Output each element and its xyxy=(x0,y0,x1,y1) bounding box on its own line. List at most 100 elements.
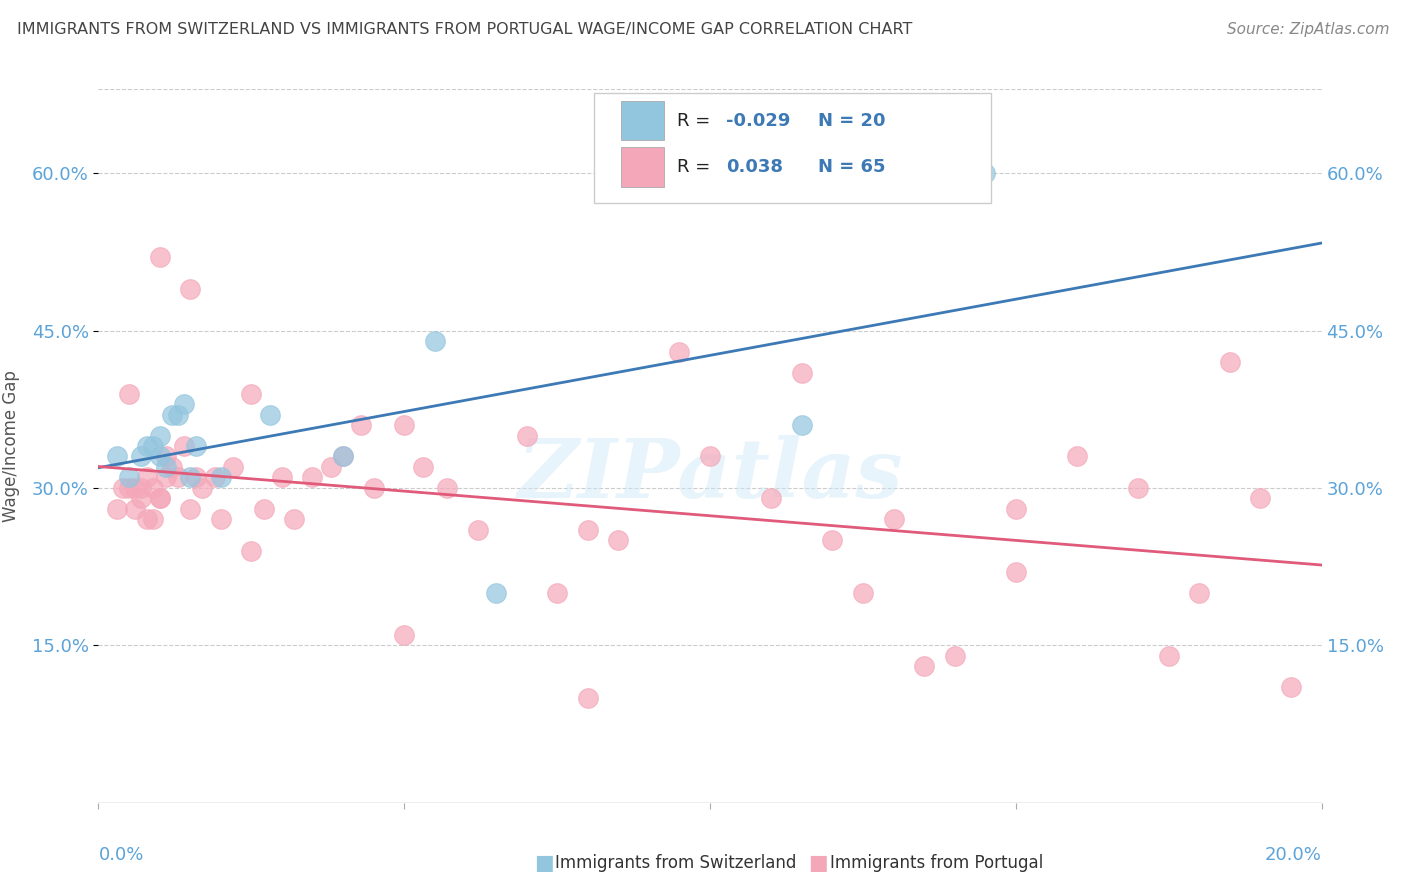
Point xyxy=(1004,565,1026,579)
Point xyxy=(118,481,141,495)
Point xyxy=(1219,355,1241,369)
Point xyxy=(668,344,690,359)
Point xyxy=(105,502,128,516)
Point xyxy=(124,502,146,516)
Point xyxy=(209,512,232,526)
Point xyxy=(1066,450,1088,464)
Bar xyxy=(620,101,664,140)
Point xyxy=(761,491,783,506)
Point xyxy=(129,450,152,464)
Text: R =: R = xyxy=(678,112,716,129)
FancyBboxPatch shape xyxy=(593,93,991,203)
Point xyxy=(204,470,226,484)
Point xyxy=(943,648,966,663)
Point xyxy=(392,628,416,642)
Point xyxy=(142,481,165,495)
Point xyxy=(179,282,201,296)
Point xyxy=(149,450,172,464)
Point xyxy=(179,502,201,516)
Point xyxy=(607,533,630,548)
Point xyxy=(136,439,159,453)
Point xyxy=(191,481,214,495)
Point xyxy=(209,470,232,484)
Point xyxy=(155,460,177,475)
Point xyxy=(423,334,446,348)
Point xyxy=(136,512,159,526)
Point xyxy=(129,491,152,506)
Point xyxy=(1128,481,1150,495)
Point xyxy=(852,586,875,600)
Point xyxy=(576,523,599,537)
Text: ZIPatlas: ZIPatlas xyxy=(517,434,903,515)
Point xyxy=(1279,681,1302,695)
Point xyxy=(350,417,373,432)
Point xyxy=(186,470,208,484)
Point xyxy=(111,481,134,495)
Point xyxy=(392,417,416,432)
Point xyxy=(155,470,177,484)
Point xyxy=(319,460,342,475)
Text: ■: ■ xyxy=(534,854,554,873)
Y-axis label: Wage/Income Gap: Wage/Income Gap xyxy=(3,370,21,522)
Text: 0.0%: 0.0% xyxy=(98,846,143,863)
Point xyxy=(1157,648,1180,663)
Point xyxy=(142,512,165,526)
Point xyxy=(149,250,172,264)
Text: ■: ■ xyxy=(808,854,828,873)
Point xyxy=(259,408,281,422)
Point xyxy=(270,470,294,484)
Point xyxy=(149,491,172,506)
Point xyxy=(912,659,935,673)
Point xyxy=(436,481,458,495)
Point xyxy=(576,690,599,705)
Point xyxy=(167,470,190,484)
Text: R =: R = xyxy=(678,158,721,176)
Point xyxy=(149,428,172,442)
Point xyxy=(124,481,146,495)
Bar xyxy=(620,147,664,186)
Text: Source: ZipAtlas.com: Source: ZipAtlas.com xyxy=(1226,22,1389,37)
Point xyxy=(160,460,183,475)
Text: 20.0%: 20.0% xyxy=(1265,846,1322,863)
Point xyxy=(516,428,538,442)
Text: N = 65: N = 65 xyxy=(818,158,886,176)
Point xyxy=(186,439,208,453)
Point xyxy=(155,450,177,464)
Point xyxy=(173,397,195,411)
Point xyxy=(142,439,165,453)
Point xyxy=(283,512,305,526)
Point xyxy=(1004,502,1026,516)
Text: IMMIGRANTS FROM SWITZERLAND VS IMMIGRANTS FROM PORTUGAL WAGE/INCOME GAP CORRELAT: IMMIGRANTS FROM SWITZERLAND VS IMMIGRANT… xyxy=(17,22,912,37)
Point xyxy=(821,533,844,548)
Point xyxy=(332,450,354,464)
Text: Immigrants from Portugal: Immigrants from Portugal xyxy=(830,855,1043,872)
Point xyxy=(105,450,128,464)
Point xyxy=(149,491,172,506)
Point xyxy=(699,450,721,464)
Point xyxy=(222,460,245,475)
Text: 0.038: 0.038 xyxy=(725,158,783,176)
Text: Immigrants from Switzerland: Immigrants from Switzerland xyxy=(555,855,797,872)
Point xyxy=(129,481,152,495)
Point xyxy=(790,417,813,432)
Point xyxy=(467,523,489,537)
Point xyxy=(412,460,434,475)
Point xyxy=(332,450,354,464)
Text: -0.029: -0.029 xyxy=(725,112,790,129)
Text: N = 20: N = 20 xyxy=(818,112,886,129)
Point xyxy=(118,386,141,401)
Point xyxy=(790,366,813,380)
Point xyxy=(363,481,385,495)
Point xyxy=(883,512,905,526)
Point xyxy=(179,470,201,484)
Point xyxy=(240,544,263,558)
Point xyxy=(118,470,141,484)
Point xyxy=(252,502,274,516)
Point xyxy=(1250,491,1272,506)
Point xyxy=(167,408,190,422)
Point xyxy=(173,439,195,453)
Point xyxy=(485,586,508,600)
Point xyxy=(1188,586,1211,600)
Point xyxy=(301,470,323,484)
Point xyxy=(160,408,183,422)
